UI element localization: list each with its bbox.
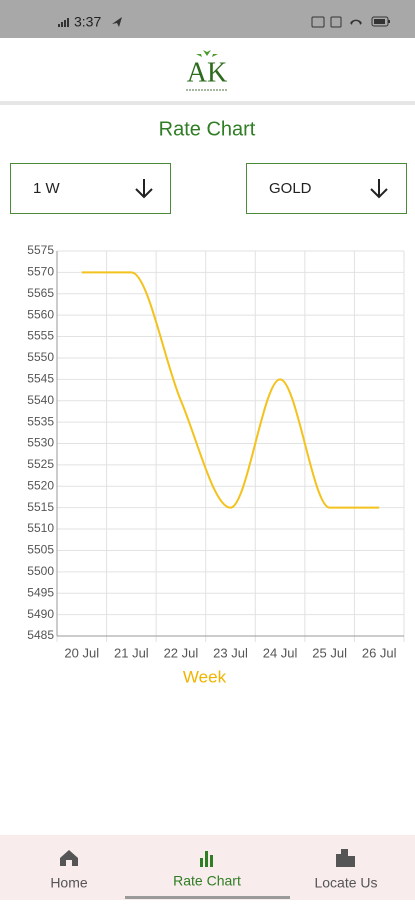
y-tick-label: 5495 [27,585,54,599]
y-tick-label: 5490 [27,607,54,621]
nav-label[interactable]: Rate Chart [173,873,241,889]
status-time: 3:37 [74,14,101,30]
app-header [0,38,415,102]
locate-icon [336,849,355,867]
logo-leaves [196,50,218,57]
nav-label[interactable]: Locate Us [314,875,377,891]
active-indicator [125,896,290,899]
status-icons [311,16,390,28]
x-tick-label: 22 Jul [164,645,199,660]
x-tick-label: 23 Jul [213,645,248,660]
y-tick-label: 5505 [27,543,54,557]
y-tick-label: 5570 [27,265,54,279]
bottom-nav [0,835,415,900]
logo: AK [187,57,227,88]
y-tick-label: 5485 [27,628,54,642]
dropdown-arrow [370,179,388,199]
y-tick-label: 5575 [27,243,54,257]
nav-label[interactable]: Home [50,875,88,891]
page-title: Rate Chart [159,118,256,140]
y-tick-label: 5530 [27,436,54,450]
y-tick-label: 5535 [27,414,54,428]
y-tick-label: 5545 [27,372,54,386]
line-series [81,271,380,509]
y-tick-label: 5500 [27,564,54,578]
x-tick-label: 26 Jul [362,645,397,660]
y-tick-label: 5525 [27,457,54,471]
home-icon [60,850,78,866]
status-bar [0,0,415,38]
y-tick-label: 5565 [27,286,54,300]
chart: 5485 5490 5495 5500 5505 5510 5515 5520 5525 5530… [27,243,405,686]
y-tick-label: 5520 [27,478,54,492]
y-tick-label: 5555 [27,329,54,343]
chart-icon [200,851,213,867]
y-tick-label: 5550 [27,350,54,364]
signal-icon [58,18,69,27]
nav-arrow-icon [112,17,122,27]
y-tick-label: 5540 [27,393,54,407]
header-shadow [0,101,415,105]
x-tick-label: 20 Jul [64,645,99,660]
x-axis-label: Week [183,667,227,686]
y-tick-label: 5515 [27,500,54,514]
period-value: 1 W [33,180,61,197]
x-tick-label: 24 Jul [263,645,298,660]
x-tick-label: 21 Jul [114,645,149,660]
x-tick-label: 25 Jul [312,645,347,660]
dropdown-arrow [135,179,153,199]
metal-value: GOLD [269,180,312,197]
y-tick-label: 5560 [27,307,54,321]
y-tick-label: 5510 [27,521,54,535]
